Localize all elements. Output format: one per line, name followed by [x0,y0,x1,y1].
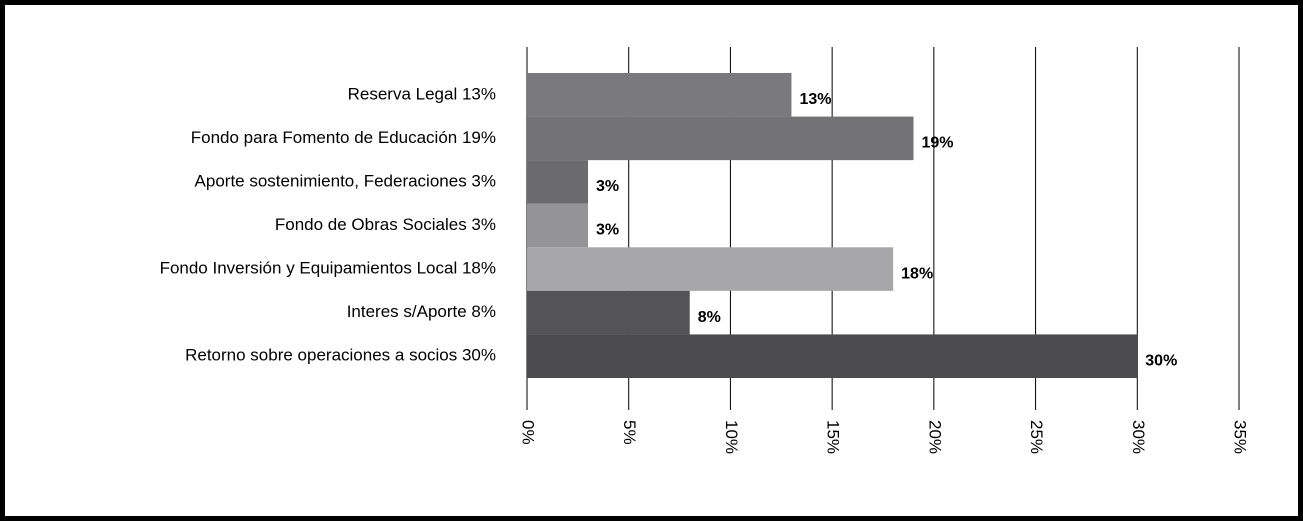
bar [527,334,1138,378]
bar [527,203,589,248]
x-tick-label: 25% [1027,420,1046,454]
y-tick-label: Retorno sobre operaciones a socios 30% [185,346,496,365]
bar [527,160,589,204]
data-label: 30% [1145,352,1177,369]
data-label: 3% [596,178,619,195]
bar [527,116,914,161]
y-tick-label: Fondo de Obras Sociales 3% [275,215,496,234]
x-tick-label: 0% [519,420,538,445]
x-tick-label: 15% [824,420,843,454]
y-tick-label: Fondo para Fomento de Educación 19% [191,128,496,147]
x-tick-label: 30% [1129,420,1148,454]
data-label: 8% [698,309,721,326]
y-tick-label: Fondo Inversión y Equipamientos Local 18… [160,259,496,278]
x-tick-label: 35% [1231,420,1250,454]
x-tick-label: 5% [620,420,639,445]
bar [527,290,690,335]
bar [527,247,894,291]
data-label: 3% [596,222,619,239]
y-tick-label: Reserva Legal 13% [348,84,496,103]
x-tick-label: 10% [722,420,741,454]
x-tick-label: 20% [925,420,944,454]
data-label: 18% [901,265,933,282]
data-label: 19% [922,135,954,152]
data-label: 13% [799,91,831,108]
y-tick-label: Interes s/Aporte 8% [347,302,496,321]
bar [527,73,792,117]
y-tick-label: Aporte sostenimiento, Federaciones 3% [195,171,496,190]
